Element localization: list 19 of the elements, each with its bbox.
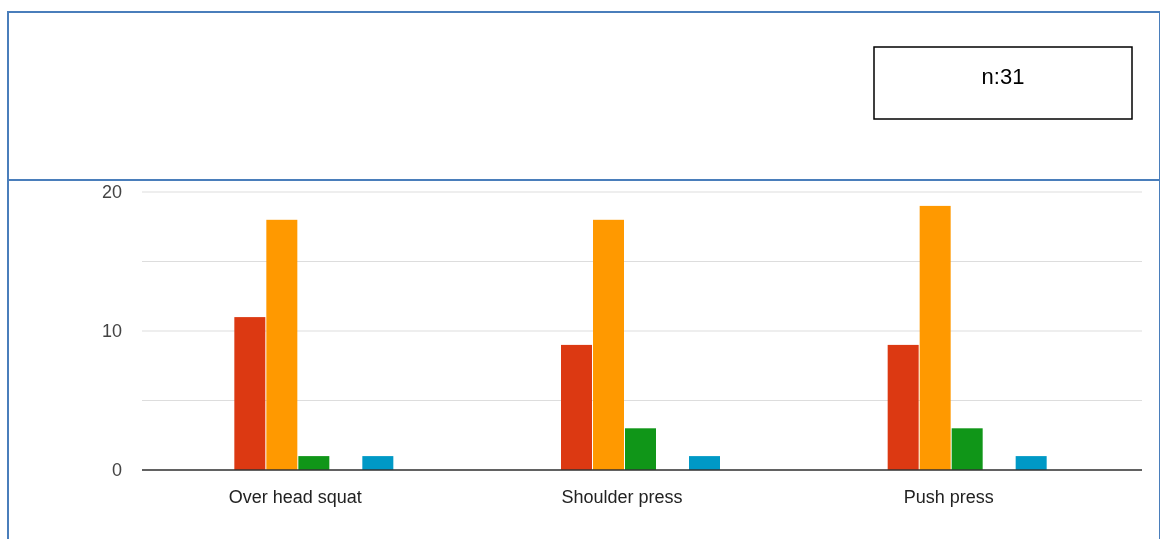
x-tick-label: Shoulder press bbox=[561, 487, 683, 507]
text: n:31 bbox=[981, 64, 1025, 89]
bar bbox=[234, 317, 266, 470]
y-tick-label: 0 bbox=[111, 460, 122, 481]
bar bbox=[298, 456, 330, 470]
bar bbox=[919, 205, 951, 470]
y-tick-label: 10 bbox=[101, 321, 122, 342]
bar bbox=[1015, 456, 1047, 470]
bar bbox=[887, 344, 919, 470]
x-tick-label: Push press bbox=[903, 487, 994, 507]
bar bbox=[951, 428, 983, 470]
bar bbox=[266, 219, 298, 470]
bar bbox=[689, 456, 720, 470]
bar bbox=[625, 428, 656, 470]
bar bbox=[593, 219, 624, 470]
bar bbox=[561, 344, 592, 470]
x-tick-label: Over head squat bbox=[228, 487, 362, 507]
bar bbox=[362, 456, 394, 470]
y-tick-label: 20 bbox=[101, 182, 122, 203]
